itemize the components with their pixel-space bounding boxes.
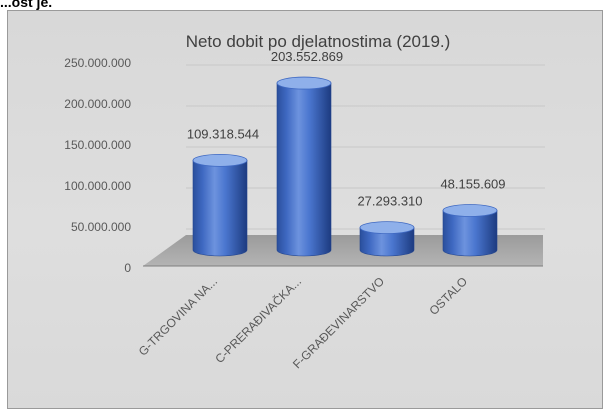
y-tick-label: 150.000.000 bbox=[64, 138, 131, 152]
bars bbox=[192, 76, 498, 257]
bar-body bbox=[442, 210, 498, 257]
data-label: 109.318.544 bbox=[187, 126, 259, 141]
bar-top bbox=[359, 221, 415, 235]
x-tick-label: G-TRGOVINA NA... bbox=[136, 274, 220, 358]
bar bbox=[442, 204, 498, 257]
bar-top bbox=[276, 76, 332, 90]
bar-top bbox=[442, 204, 498, 217]
data-labels: 109.318.544 203.552.869 27.293.310 48.155.6… bbox=[187, 49, 506, 209]
x-tick-label: OSTALO bbox=[426, 274, 470, 318]
y-tick-label: 200.000.000 bbox=[64, 97, 131, 111]
x-tick-label: F-GRAĐEVINARSTVO bbox=[290, 274, 387, 371]
y-tick-label: 50.000.000 bbox=[71, 220, 131, 234]
y-tick-label: 100.000.000 bbox=[64, 179, 131, 193]
data-label: 203.552.869 bbox=[271, 49, 343, 64]
y-tick-label: 250.000.000 bbox=[64, 56, 131, 70]
bar-body bbox=[359, 227, 415, 257]
bar-body bbox=[276, 82, 332, 257]
y-axis: 0 50.000.000 100.000.000 150.000.000 200.000… bbox=[64, 56, 131, 275]
page-header-fragment: ...ost je. bbox=[0, 0, 53, 10]
bar-body bbox=[192, 160, 248, 257]
data-label: 48.155.609 bbox=[440, 177, 505, 192]
y-tick-label: 0 bbox=[124, 261, 131, 275]
data-label: 27.293.310 bbox=[357, 194, 422, 209]
bar bbox=[192, 153, 248, 257]
bar bbox=[359, 221, 415, 257]
chart-title: Neto dobit po djelatnostima (2019.) bbox=[186, 32, 451, 51]
bar bbox=[276, 76, 332, 257]
x-tick-label: C-PRERAĐIVAČKA... bbox=[212, 274, 304, 366]
bar-top bbox=[192, 153, 248, 167]
x-axis: G-TRGOVINA NA...C-PRERAĐIVAČKA...F-GRAĐE… bbox=[136, 274, 470, 372]
